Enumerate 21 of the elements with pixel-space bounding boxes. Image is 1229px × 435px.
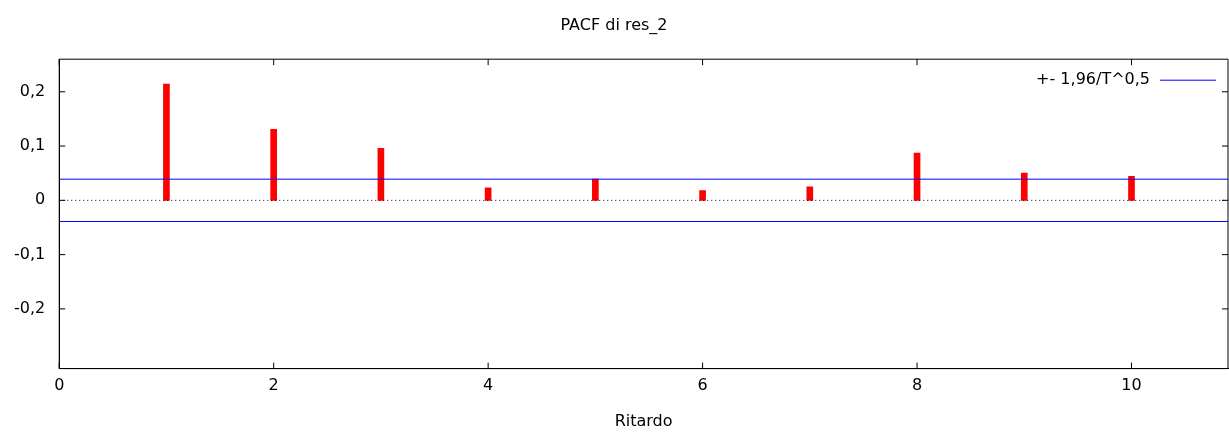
y-tick-label: 0,1: [19, 135, 46, 155]
bar: [270, 128, 277, 201]
x-tick-label: 2: [268, 375, 279, 395]
x-tick-label: 10: [1121, 375, 1142, 395]
chart-title: PACF di res_2: [560, 14, 668, 35]
bar: [163, 83, 170, 201]
y-tick-label: -0,1: [14, 243, 46, 263]
x-tick-label: 4: [483, 375, 494, 395]
bar: [806, 186, 814, 201]
x-tick-label: 0: [54, 375, 65, 395]
bar: [1128, 176, 1135, 201]
y-tick-label: 0,2: [19, 80, 46, 100]
bar: [1020, 172, 1028, 201]
y-tick-label: 0: [35, 189, 46, 209]
legend-label: +- 1,96/T^0,5: [1036, 69, 1150, 89]
bar: [592, 178, 599, 201]
x-axis-title: Ritardo: [614, 410, 673, 430]
x-tick-label: 6: [697, 375, 708, 395]
y-tick-label: -0,2: [14, 298, 46, 318]
bar: [699, 190, 706, 201]
x-tick-label: 8: [911, 375, 923, 395]
